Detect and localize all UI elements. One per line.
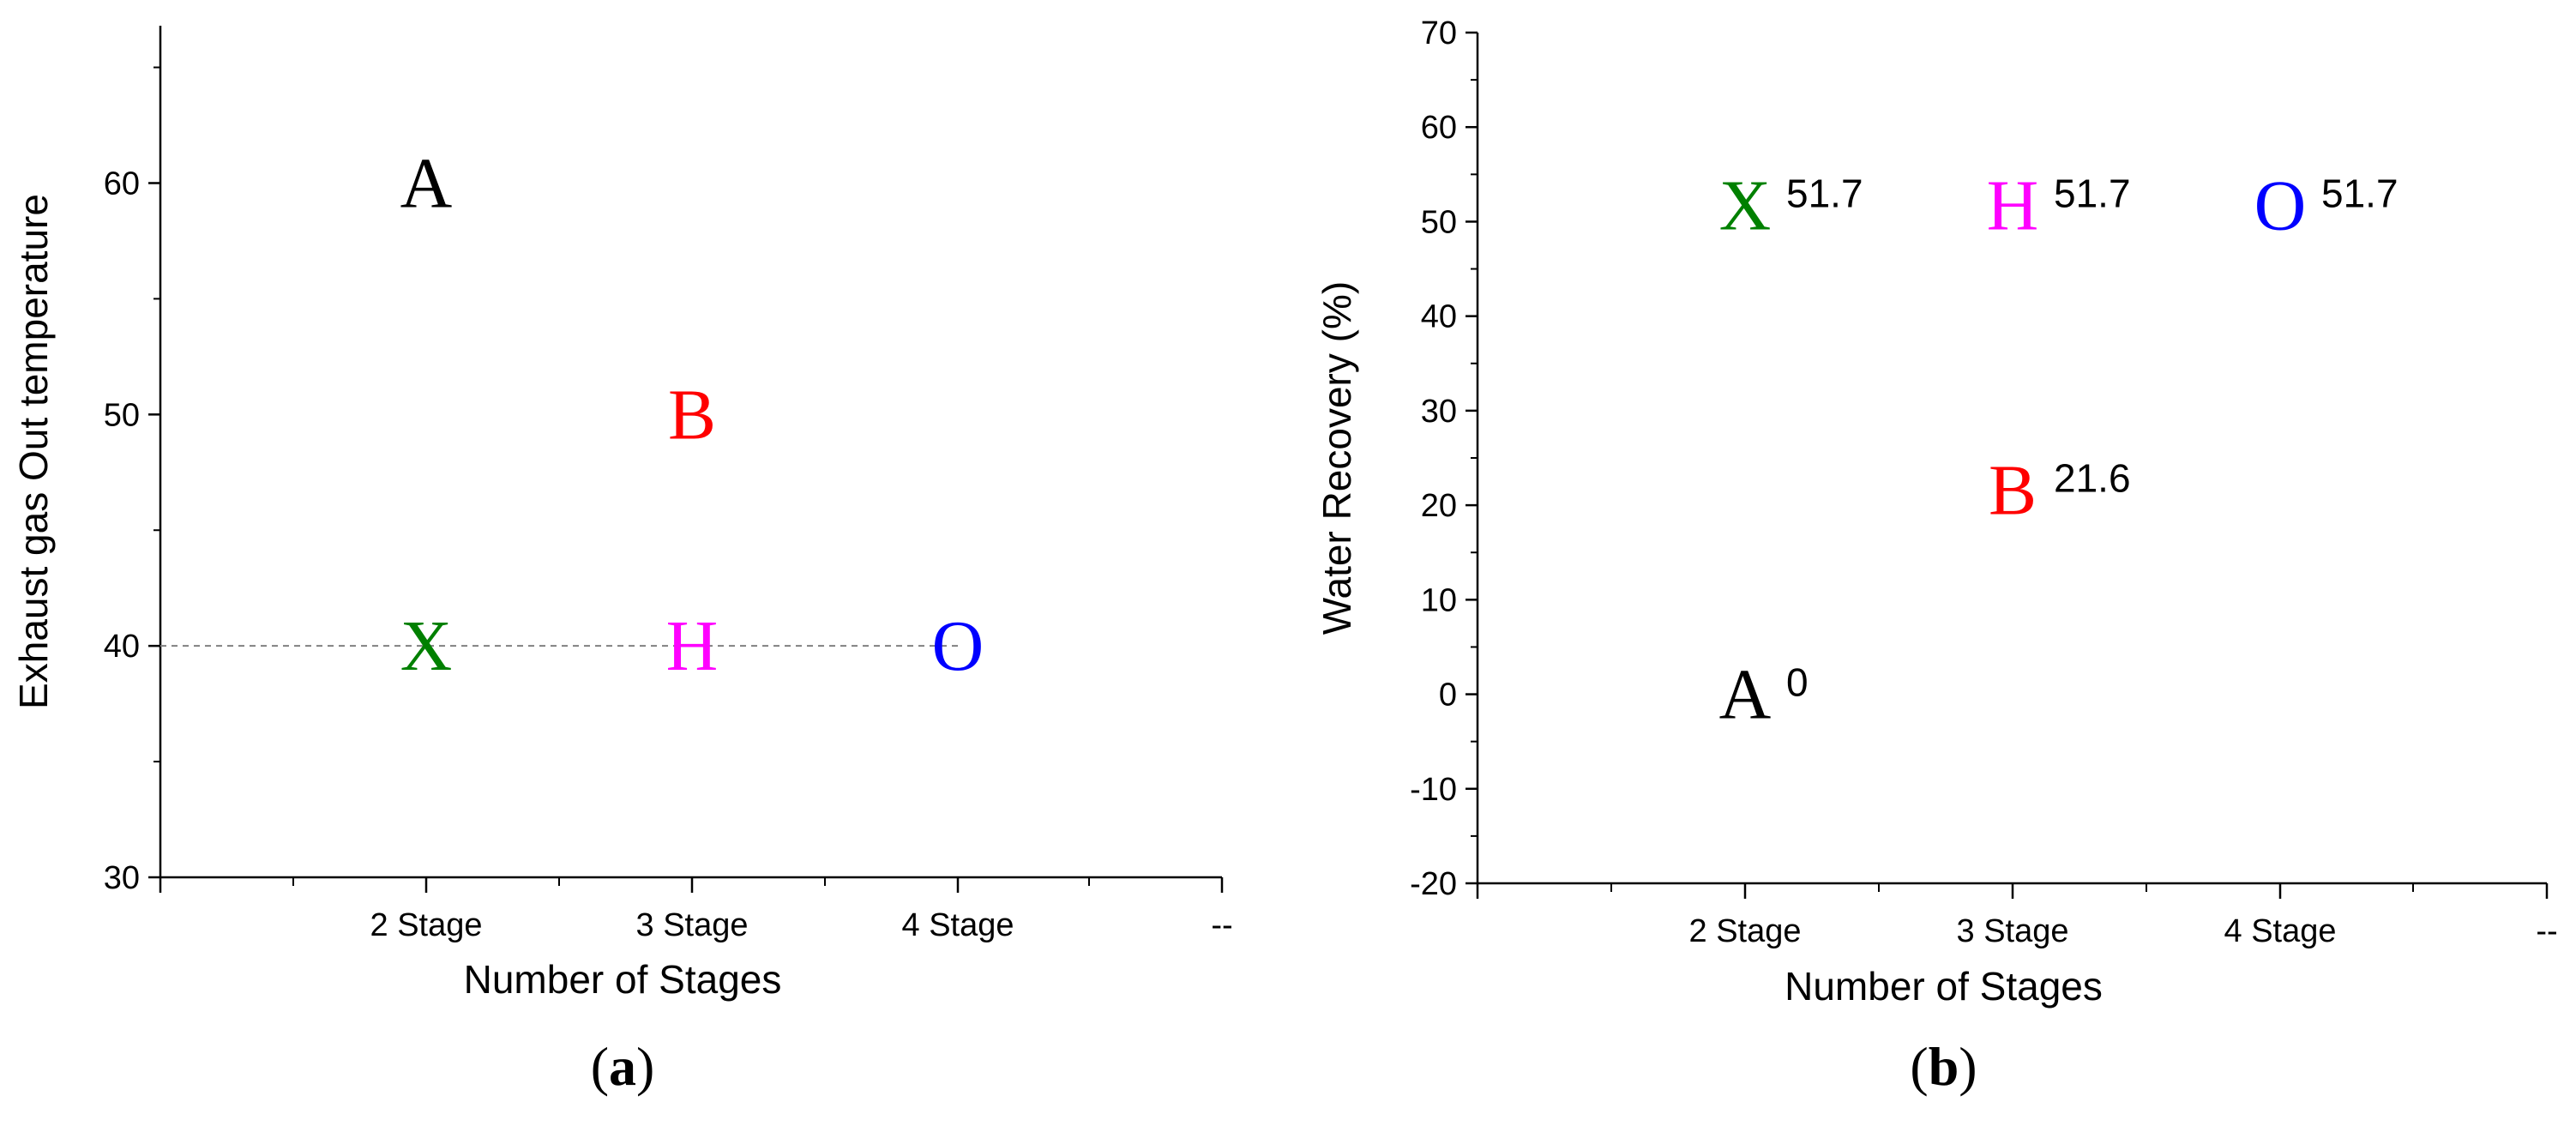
y-tick-label: 0	[1439, 677, 1457, 714]
x-tick-label: --	[2536, 913, 2557, 949]
x-tick-label: --	[1211, 907, 1232, 943]
x-tick-label: 3 Stage	[636, 907, 749, 943]
x-axis-title: Number of Stages	[464, 957, 782, 1002]
point-marker-b: B	[1989, 450, 2037, 530]
panel-label: (b)	[1910, 1036, 1977, 1097]
point-marker-b: B	[668, 375, 716, 455]
panel-label-part: (	[1910, 1036, 1928, 1097]
point-marker-h: H	[1987, 166, 2039, 246]
y-tick-label: -10	[1410, 772, 1457, 808]
panel-label: (a)	[591, 1036, 655, 1097]
point-marker-o: O	[932, 606, 984, 686]
panel-a: 30 40 50 60 2 Stage 3 Stage 4 Stage -- Number of…	[11, 26, 1233, 1097]
x-tick-label: 4 Stage	[2224, 913, 2337, 949]
data-label: 51.7	[2321, 172, 2398, 216]
point-marker-o: O	[2254, 166, 2307, 246]
y-axis-title: Water Recovery (%)	[1315, 281, 1359, 635]
point-marker-x: X	[1719, 166, 1772, 246]
data-label: 0	[1786, 660, 1809, 705]
x-tick-label: 4 Stage	[902, 907, 1014, 943]
y-tick-label: 10	[1421, 582, 1457, 618]
point-marker-h: H	[666, 606, 719, 686]
x-axis-title: Number of Stages	[1785, 964, 2103, 1009]
y-tick-label: -20	[1410, 866, 1457, 902]
y-tick-label: 40	[1421, 299, 1457, 335]
data-label: 51.7	[1786, 172, 1863, 216]
point-marker-x: X	[400, 606, 453, 686]
y-tick-label: 30	[1421, 394, 1457, 430]
panel-label-part: b	[1929, 1036, 1959, 1097]
y-tick-label: 50	[104, 397, 140, 433]
x-tick-label: 2 Stage	[1689, 913, 1802, 949]
panel-label-part: a	[609, 1036, 636, 1097]
x-tick-label: 2 Stage	[370, 907, 483, 943]
panel-label-part: )	[636, 1036, 654, 1097]
y-tick-label: 60	[1421, 110, 1457, 146]
data-label: 51.7	[2054, 172, 2131, 216]
data-label: 21.6	[2054, 455, 2131, 500]
x-tick-label: 3 Stage	[1957, 913, 2069, 949]
y-tick-label: 40	[104, 629, 140, 665]
y-tick-label: 70	[1421, 15, 1457, 51]
panel-label-part: )	[1959, 1036, 1977, 1097]
point-marker-a: A	[1719, 655, 1772, 735]
panel-label-part: (	[591, 1036, 609, 1097]
y-axis-title: Exhaust gas Out temperature	[11, 194, 56, 709]
y-tick-label: 50	[1421, 204, 1457, 240]
y-tick-label: 30	[104, 860, 140, 896]
panel-b: -20 -10 0 10 20 30 40 50 60 70 2 Stage 3 Stage 4 Sta…	[1315, 15, 2558, 1097]
y-tick-label: 60	[104, 166, 140, 202]
point-marker-a: A	[400, 143, 453, 223]
y-tick-label: 20	[1421, 488, 1457, 524]
